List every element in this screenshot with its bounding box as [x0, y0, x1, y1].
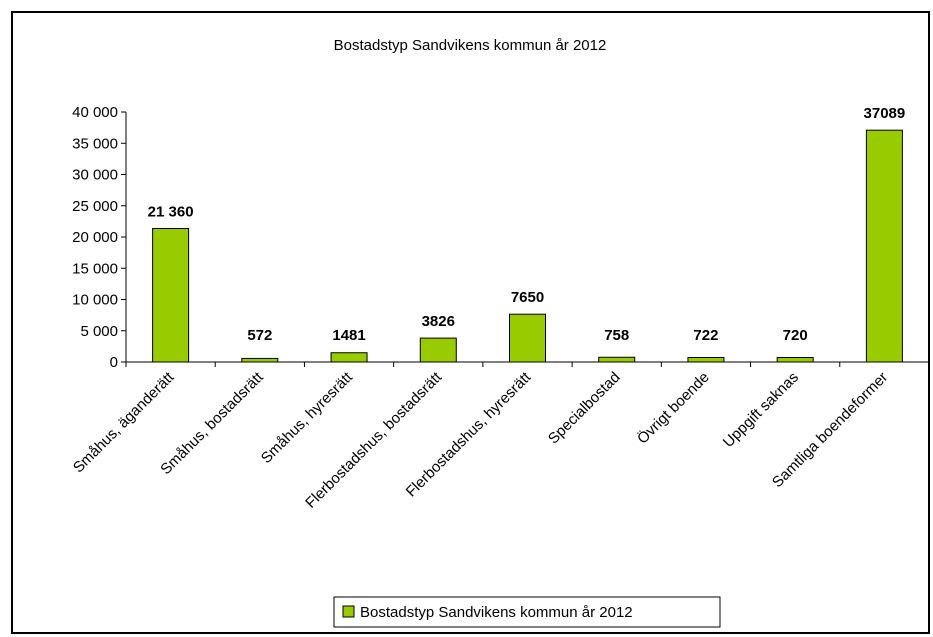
bar [419, 337, 457, 363]
bar [330, 352, 368, 363]
bar [509, 313, 546, 363]
data-label: 37089 [864, 105, 906, 122]
data-label: 720 [783, 327, 808, 344]
legend-label: Bostadstyp Sandvikens kommun år 2012 [360, 604, 633, 621]
y-tick-label: 30 000 [72, 167, 118, 184]
chart-title: Bostadstyp Sandvikens kommun år 2012 [334, 37, 607, 54]
data-label: 21 360 [148, 204, 194, 221]
category-label: Småhus, hyresrätt [258, 368, 357, 467]
legend-swatch [342, 605, 355, 618]
y-tick-label: 5 000 [80, 323, 118, 340]
data-label: 722 [693, 327, 718, 344]
y-tick-label: 35 000 [72, 135, 118, 152]
category-label: Specialbostad [545, 369, 624, 448]
data-labels: 21 360 572 1481 3826 7650 758 722 720 37089 [148, 105, 906, 344]
y-tick-label: 0 [110, 354, 118, 371]
bar [241, 357, 279, 363]
data-label: 7650 [511, 289, 544, 306]
category-label: Övrigt boende [633, 368, 712, 447]
y-tick-label: 20 000 [72, 229, 118, 246]
category-label: Uppgift saknas [720, 369, 802, 451]
bar [152, 228, 190, 363]
data-label: 572 [247, 327, 272, 344]
y-tick-label: 25 000 [72, 198, 118, 215]
bar [776, 357, 814, 363]
legend: Bostadstyp Sandvikens kommun år 2012 [333, 596, 721, 628]
y-tick-label: 40 000 [72, 104, 118, 121]
y-tick-label: 15 000 [72, 260, 118, 277]
legend-box [333, 596, 721, 628]
data-label: 3826 [422, 313, 455, 330]
category-label: Småhus, bostadsrätt [157, 368, 267, 478]
data-label: 1481 [332, 327, 365, 344]
bar [598, 356, 636, 363]
bar [687, 356, 725, 363]
bar-group [152, 129, 903, 363]
bar [865, 129, 903, 363]
data-label: 758 [604, 327, 629, 344]
category-label: Småhus, äganderätt [70, 368, 178, 476]
y-tick-label: 10 000 [72, 292, 118, 309]
